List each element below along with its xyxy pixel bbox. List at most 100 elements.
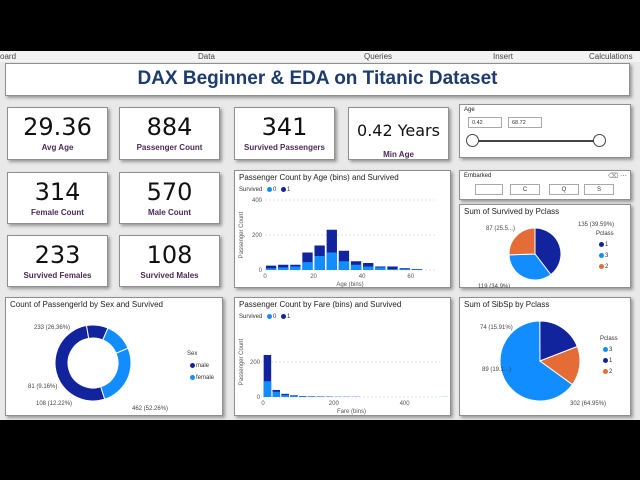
x-tick-label: 400 xyxy=(400,401,411,407)
kpi-value: 884 xyxy=(146,113,193,141)
x-tick-label: 20 xyxy=(310,274,317,280)
pie-slice xyxy=(539,320,578,362)
fare-chart-card[interactable]: Passenger Count by Fare (bins) and Survi… xyxy=(234,297,451,416)
age-slider-track[interactable] xyxy=(472,140,600,142)
embarked-option-s[interactable]: S xyxy=(584,184,614,195)
bar-survived-0 xyxy=(399,269,410,270)
kpi-value: 314 xyxy=(34,178,81,206)
sex-donut-plot: 462 (52.26%) 81 (9.16%) 108 (12.22%) 233 (2… xyxy=(28,324,168,412)
bar-survived-0 xyxy=(375,267,386,270)
age-chart-card[interactable]: Passenger Count by Age (bins) and Surviv… xyxy=(234,170,451,288)
age-chart-plot: 0 200 400 0 20 40 60 Age (bins) Passenger Count xyxy=(239,198,435,288)
x-tick-label: 0 xyxy=(263,274,267,280)
data-label: 302 (64.95%) xyxy=(570,401,606,407)
legend-item: 2 xyxy=(605,264,609,270)
legend-title: Survived xyxy=(239,187,263,194)
bar-survived-0 xyxy=(290,395,298,397)
legend-dot xyxy=(281,187,287,192)
kpi-passenger-count[interactable]: 884 Passenger Count xyxy=(119,107,220,160)
pie-slice xyxy=(534,227,562,276)
pclass-survived-plot: 135 (39.59%) 119 (34.9%) 87 (25.5...) xyxy=(478,222,614,288)
kpi-label: Male Count xyxy=(147,208,192,217)
age-slicer[interactable]: Age 0.42 68.72 xyxy=(459,104,631,158)
chart-title: Count of PassengerId by Sex and Survived xyxy=(10,300,163,309)
legend-item: female xyxy=(196,375,215,381)
legend-item: 1 xyxy=(287,187,291,194)
age-max-input[interactable]: 68.72 xyxy=(508,117,542,128)
kpi-min-age[interactable]: 0.42 Years Min Age xyxy=(348,107,449,160)
bar-survived-0 xyxy=(338,261,350,270)
y-tick-label: 400 xyxy=(252,198,263,204)
bar-survived-0 xyxy=(290,266,301,270)
legend-dot xyxy=(599,241,604,247)
kpi-label: Survived Females xyxy=(23,271,92,280)
ribbon-tab-calculations[interactable]: Calculations xyxy=(589,52,633,61)
y-axis-title: Passenger Count xyxy=(239,211,245,258)
kpi-survived-males[interactable]: 108 Survived Males xyxy=(119,235,220,287)
kpi-label: Avg Age xyxy=(41,143,74,152)
embarked-option-c[interactable]: C xyxy=(510,184,540,195)
legend-dot xyxy=(603,357,608,363)
legend-item: 0 xyxy=(273,187,277,194)
legend-dot xyxy=(603,346,608,352)
kpi-survived-females[interactable]: 233 Survived Females xyxy=(7,235,108,287)
embarked-slicer[interactable]: Embarked ⌫ ⋯ C Q S xyxy=(459,170,631,200)
pie-slice xyxy=(538,345,581,386)
legend-item: 2 xyxy=(609,369,613,375)
legend-title: Survived xyxy=(239,314,263,321)
embarked-option-q[interactable]: Q xyxy=(549,184,579,195)
eraser-icon[interactable]: ⌫ xyxy=(608,173,618,180)
age-min-input[interactable]: 0.42 xyxy=(468,117,502,128)
age-slider-min-handle[interactable] xyxy=(466,134,479,147)
kpi-value: 108 xyxy=(146,241,193,269)
bar-survived-0 xyxy=(272,391,281,397)
kpi-value: 233 xyxy=(34,241,81,269)
chart-legend: Pclass 1 3 2 xyxy=(596,229,614,273)
kpi-male-count[interactable]: 570 Male Count xyxy=(119,172,220,224)
legend-title: Pclass xyxy=(596,231,614,237)
bar-survived-0 xyxy=(299,396,307,397)
legend-item: 1 xyxy=(287,314,291,321)
data-label: 135 (39.59%) xyxy=(578,222,614,228)
data-label: 462 (52.26%) xyxy=(132,406,168,412)
kpi-label: Female Count xyxy=(31,208,84,217)
dashboard-title-card: DAX Beginner & EDA on Titanic Dataset xyxy=(5,63,630,96)
data-label: 119 (34.9%) xyxy=(478,284,510,288)
bar-survived-0 xyxy=(314,256,325,270)
chart-title: Sum of SibSp by Pclass xyxy=(464,300,550,309)
legend-title: Sex xyxy=(187,351,198,357)
kpi-value: 341 xyxy=(261,113,308,141)
bar-survived-0 xyxy=(387,269,398,270)
data-label: 233 (26.36%) xyxy=(34,325,70,331)
pie-slice xyxy=(100,347,132,400)
data-label: 108 (12.22%) xyxy=(36,401,72,407)
kpi-avg-age[interactable]: 29.36 Avg Age xyxy=(7,107,108,160)
bar-survived-1 xyxy=(411,269,422,270)
sibsp-card[interactable]: Sum of SibSp by Pclass 302 (64.95%) 89 (1… xyxy=(459,297,631,416)
legend-title: Pclass xyxy=(600,336,618,342)
data-label: 87 (25.5...) xyxy=(486,226,515,232)
y-tick-label: 200 xyxy=(250,360,261,366)
kpi-label: Survived Passengers xyxy=(244,143,325,152)
sex-donut-card[interactable]: Count of PassengerId by Sex and Survived… xyxy=(5,297,223,416)
embarked-option-blank[interactable] xyxy=(475,184,503,195)
kpi-survived-passengers[interactable]: 341 Survived Passengers xyxy=(234,107,335,160)
legend-item: 3 xyxy=(605,253,609,259)
kpi-female-count[interactable]: 314 Female Count xyxy=(7,172,108,224)
legend-dot xyxy=(267,187,273,192)
ribbon-tab-queries[interactable]: Queries xyxy=(364,52,393,61)
pclass-survived-card[interactable]: Sum of Survived by Pclass 135 (39.59%) 11… xyxy=(459,204,631,288)
bar-survived-1 xyxy=(326,229,337,270)
legend-dot xyxy=(281,314,287,319)
ribbon-tab-dashboard[interactable]: oard xyxy=(0,52,17,61)
legend-dot xyxy=(190,374,195,380)
ribbon-tab-data[interactable]: Data xyxy=(198,52,215,61)
more-options-icon[interactable]: ⋯ xyxy=(620,173,627,180)
ribbon-tab-insert[interactable]: Insert xyxy=(493,52,514,61)
bar-survived-1 xyxy=(263,355,272,397)
bar-survived-1 xyxy=(338,250,350,270)
age-slider-max-handle[interactable] xyxy=(593,134,606,147)
fare-chart-plot: 0 200 0 200 400 Fare (bins) Passenger Count xyxy=(239,338,449,415)
data-label: 89 (19.1...) xyxy=(482,367,511,373)
bar-survived-1 xyxy=(387,266,398,270)
